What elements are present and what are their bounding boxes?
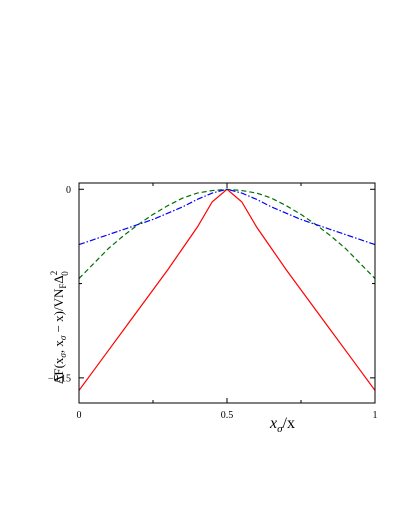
x-tick-label: 0 bbox=[77, 410, 82, 421]
x-axis-label: xσ/x bbox=[269, 415, 295, 435]
y-axis-label: ΔF(xσ, xσ − x)/VNFΔ20 bbox=[49, 271, 70, 384]
series-line-3 bbox=[78, 188, 376, 246]
plot-frame bbox=[78, 182, 376, 404]
x-tick-label: 0.5 bbox=[221, 410, 234, 421]
series-line-1 bbox=[78, 188, 376, 391]
plot-curves bbox=[78, 188, 376, 391]
axis-ticks: 0 0.5 1 0 −0.15 bbox=[48, 183, 378, 421]
x-tick-label: 1 bbox=[373, 410, 378, 421]
series-line-2 bbox=[78, 188, 376, 279]
y-tick-label: 0 bbox=[66, 185, 71, 196]
y-tick-label: −0.15 bbox=[48, 373, 71, 384]
